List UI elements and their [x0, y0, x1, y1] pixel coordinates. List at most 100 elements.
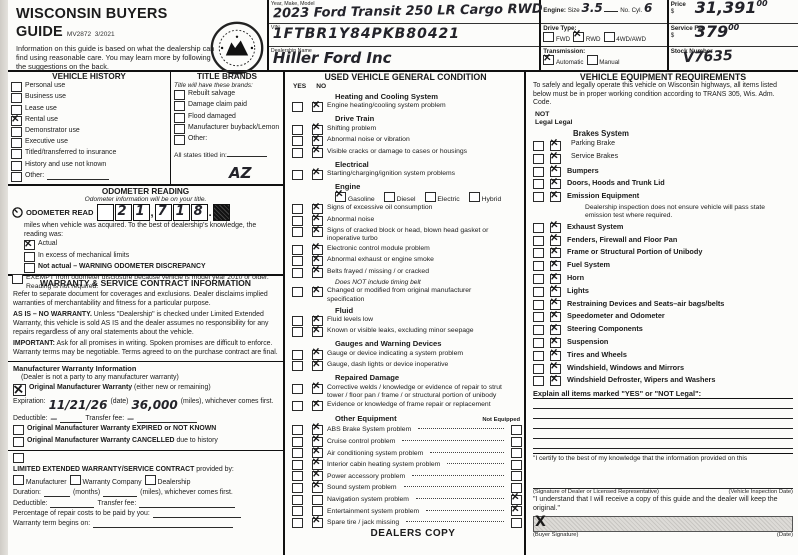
yes-checkbox[interactable] [292, 506, 303, 517]
no-checkbox[interactable] [312, 227, 323, 238]
yes-checkbox[interactable] [292, 459, 303, 470]
yes-checkbox[interactable] [292, 124, 303, 135]
explain-line[interactable] [533, 399, 793, 410]
expired-checkbox[interactable] [13, 425, 24, 436]
expiration-row[interactable]: Expiration: 11/21/26 (date) 36,000 (mile… [13, 398, 278, 414]
lew-option-checkbox[interactable] [13, 474, 24, 485]
transmission-checkbox[interactable] [543, 55, 555, 66]
dealership-field[interactable]: Dealership Name Hiller Ford Inc [269, 47, 539, 70]
legal-checkbox[interactable] [550, 153, 561, 164]
legal-checkbox[interactable] [550, 363, 561, 374]
yes-checkbox[interactable] [292, 316, 303, 327]
stock-row[interactable]: Stock Number V7635 [669, 47, 798, 70]
not-legal-checkbox[interactable] [533, 363, 544, 374]
yes-checkbox[interactable] [292, 494, 303, 505]
legal-checkbox[interactable] [550, 140, 561, 151]
not-legal-checkbox[interactable] [533, 350, 544, 361]
legal-checkbox[interactable] [550, 166, 561, 177]
not-legal-checkbox[interactable] [533, 248, 544, 259]
odometer-option-checkbox[interactable] [24, 251, 35, 262]
not-legal-checkbox[interactable] [533, 338, 544, 348]
brand-checkbox[interactable] [174, 134, 185, 145]
yes-checkbox[interactable] [292, 169, 303, 180]
legal-checkbox[interactable] [550, 338, 561, 348]
titled-in-row[interactable]: All states titled in: [174, 149, 280, 159]
explain-line[interactable] [533, 439, 793, 450]
no-checkbox[interactable] [312, 401, 323, 412]
yes-checkbox[interactable] [292, 136, 303, 147]
history-checkbox[interactable] [11, 138, 22, 149]
yes-checkbox[interactable] [292, 287, 303, 298]
dealer-signature-line[interactable] [533, 462, 793, 490]
no-checkbox[interactable] [312, 383, 323, 394]
brand-checkbox[interactable] [174, 101, 185, 112]
yes-checkbox[interactable] [292, 517, 303, 528]
not-legal-checkbox[interactable] [533, 312, 544, 323]
begins-row[interactable]: Warranty term begins on: [13, 520, 278, 529]
no-checkbox[interactable] [312, 102, 323, 113]
exempt-checkbox[interactable] [12, 274, 23, 284]
yes-checkbox[interactable] [292, 471, 303, 482]
legal-checkbox[interactable] [550, 350, 561, 361]
legal-checkbox[interactable] [550, 222, 561, 233]
deductible2-row[interactable]: Deductible: Transfer fee: [13, 500, 278, 509]
not-legal-checkbox[interactable] [533, 261, 544, 272]
explain-line[interactable] [533, 409, 793, 420]
no-checkbox[interactable] [312, 147, 323, 158]
fuel-checkbox[interactable] [468, 191, 480, 202]
brand-checkbox[interactable] [174, 112, 185, 123]
legal-checkbox[interactable] [550, 274, 561, 285]
history-checkbox[interactable] [11, 160, 22, 171]
history-checkbox[interactable] [11, 126, 22, 137]
legal-checkbox[interactable] [550, 299, 561, 310]
yes-checkbox[interactable] [292, 424, 303, 435]
legal-checkbox[interactable] [550, 261, 561, 272]
drive-checkbox[interactable] [603, 31, 615, 42]
no-checkbox[interactable] [312, 267, 323, 278]
vin-field[interactable]: VIN 1FTBR1Y84PKB80421 [268, 24, 540, 48]
buyer-signature-bar[interactable]: X [533, 514, 793, 532]
pct-row[interactable]: Percentage of repair costs to be paid by… [13, 510, 278, 519]
not-legal-checkbox[interactable] [533, 376, 544, 387]
fuel-checkbox[interactable] [424, 191, 436, 202]
yes-checkbox[interactable] [292, 244, 303, 255]
yes-checkbox[interactable] [292, 327, 303, 338]
not-legal-checkbox[interactable] [533, 153, 544, 164]
not-equipped-checkbox[interactable] [511, 436, 522, 447]
service-fee-row[interactable]: Service Fee $ 37900 [668, 22, 798, 48]
legal-checkbox[interactable] [550, 312, 561, 323]
year-make-model-field[interactable]: Year, Make, Model 2023 Ford Transit 250 … [268, 0, 543, 24]
yes-checkbox[interactable] [292, 102, 303, 113]
not-legal-checkbox[interactable] [533, 325, 544, 336]
yes-checkbox[interactable] [292, 215, 303, 226]
yes-checkbox[interactable] [292, 227, 303, 238]
not-legal-checkbox[interactable] [533, 286, 544, 297]
no-checkbox[interactable] [312, 482, 323, 493]
not-legal-checkbox[interactable] [533, 140, 544, 151]
no-checkbox[interactable] [312, 327, 323, 338]
no-checkbox[interactable] [312, 517, 323, 528]
yes-checkbox[interactable] [292, 349, 303, 360]
brand-checkbox[interactable] [174, 90, 185, 101]
legal-checkbox[interactable] [550, 286, 561, 297]
history-checkbox[interactable] [11, 93, 22, 104]
deductible-row[interactable]: Deductible: — Transfer fee: — [13, 415, 278, 424]
not-legal-checkbox[interactable] [533, 274, 544, 285]
yes-checkbox[interactable] [292, 267, 303, 278]
no-checkbox[interactable] [312, 361, 323, 372]
not-equipped-checkbox[interactable] [511, 448, 522, 459]
legal-checkbox[interactable] [550, 235, 561, 246]
not-legal-checkbox[interactable] [533, 166, 544, 177]
yes-checkbox[interactable] [292, 436, 303, 447]
odometer-option-checkbox[interactable] [24, 240, 35, 251]
duration-row[interactable]: Duration: (months) (miles), whichever co… [13, 489, 278, 498]
not-equipped-checkbox[interactable] [511, 424, 522, 435]
cancelled-checkbox[interactable] [13, 436, 24, 447]
not-legal-checkbox[interactable] [533, 179, 544, 190]
legal-checkbox[interactable] [550, 376, 561, 387]
price-row[interactable]: Price $ 31,39100 [668, 0, 798, 24]
legal-checkbox[interactable] [550, 248, 561, 259]
brand-checkbox[interactable] [174, 123, 185, 134]
not-legal-checkbox[interactable] [533, 192, 544, 203]
